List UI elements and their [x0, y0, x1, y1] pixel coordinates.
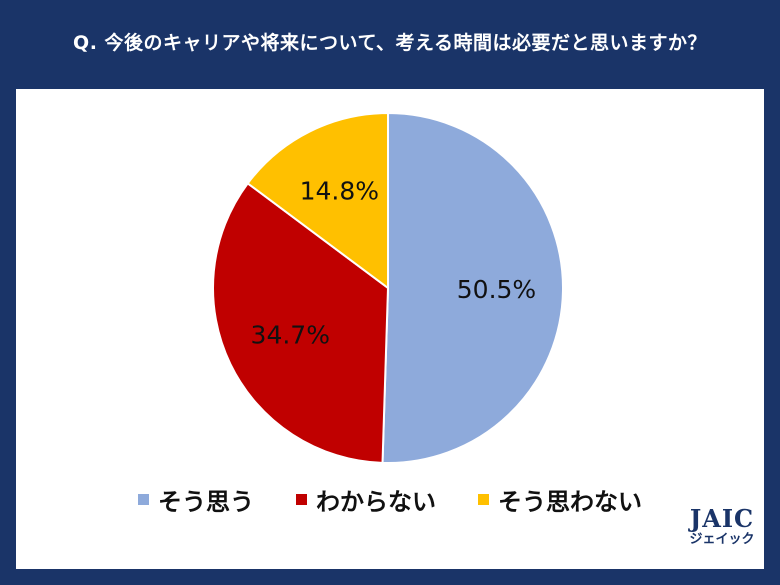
- pie-slice-unsure: [212, 181, 390, 464]
- chart-title: Q. 今後のキャリアや将来について、考える時間は必要だと思いますか？: [73, 32, 707, 54]
- pie-chart: 50.5% 34.7% 14.8%: [212, 111, 564, 464]
- legend-swatch-disagree: [478, 493, 489, 505]
- legend-label-unsure: わからない: [316, 487, 436, 516]
- legend-swatch-agree: [138, 493, 149, 505]
- legend-item-unsure: わからない: [296, 482, 436, 517]
- legend-label-agree: そう思う: [158, 487, 254, 516]
- legend-item-agree: そう思う: [138, 482, 254, 517]
- pie-slice-disagree: [246, 111, 389, 290]
- data-label-unsure: 34.7%: [251, 321, 330, 350]
- data-label-disagree: 14.8%: [300, 177, 379, 206]
- legend-item-disagree: そう思わない: [478, 482, 642, 517]
- legend-swatch-unsure: [296, 493, 307, 505]
- jaic-logo: JAIC ジェイック: [682, 506, 762, 566]
- chart-panel: 50.5% 34.7% 14.8% そう思う わからない そう思わない JAIC ジ…: [16, 89, 764, 569]
- chart-legend: そう思う わからない そう思わない: [16, 482, 764, 516]
- logo-subtext: ジェイック: [689, 532, 755, 547]
- logo-wordmark: JAIC: [689, 504, 755, 533]
- pie-slice-agree: [381, 111, 564, 464]
- data-label-agree: 50.5%: [457, 275, 536, 304]
- legend-label-disagree: そう思わない: [498, 487, 642, 516]
